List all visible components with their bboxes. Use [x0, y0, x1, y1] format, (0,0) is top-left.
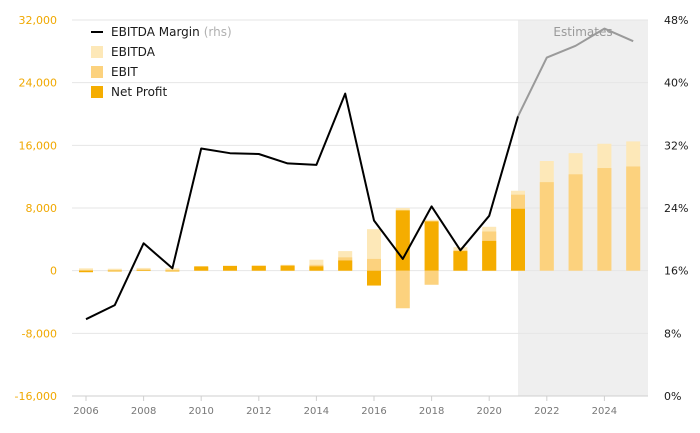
net-profit-bar — [482, 240, 497, 271]
legend-sublabel: (rhs) — [204, 25, 232, 39]
ebit-bar — [367, 258, 381, 271]
right-axis-tick-label: 40% — [664, 77, 688, 90]
ebit-bar — [165, 269, 180, 271]
legend-label-text: Net Profit — [111, 85, 167, 99]
net-profit-bar — [223, 265, 237, 271]
left-axis-tick-label: 16,000 — [19, 139, 58, 152]
x-axis-tick-label: 2022 — [534, 406, 559, 417]
legend-swatch — [91, 86, 103, 98]
estimates-label: Estimates — [553, 25, 612, 39]
x-axis-tick-label: 2024 — [592, 406, 617, 417]
right-axis-tick-label: 32% — [664, 139, 688, 152]
ebitda-bar — [165, 268, 180, 271]
legend-label: EBITDA Margin (rhs) — [111, 25, 232, 39]
left-axis-tick-label: -16,000 — [15, 390, 57, 403]
legend-label: EBIT — [111, 65, 138, 79]
x-axis-tick-label: 2020 — [476, 406, 501, 417]
left-axis-tick-label: 8,000 — [26, 202, 58, 215]
net-profit-bar — [511, 208, 525, 271]
ebit-bar — [626, 166, 641, 271]
net-profit-bar — [395, 210, 410, 271]
ebitda-bar — [107, 268, 122, 271]
x-axis-tick-label: 2006 — [73, 406, 98, 417]
x-axis-tick-label: 2010 — [188, 406, 213, 417]
left-axis-tick-label: -8,000 — [22, 327, 57, 340]
ebit-bar — [424, 270, 439, 285]
net-profit-bar — [251, 265, 266, 271]
left-axis-tick-label: 32,000 — [19, 14, 58, 27]
net-profit-bar — [136, 269, 151, 271]
legend-label: Net Profit — [111, 85, 167, 99]
ebitda-bar — [79, 268, 93, 271]
legend-swatch — [91, 66, 103, 78]
legend-label-text: EBITDA — [111, 45, 156, 59]
ebitda-bar — [136, 267, 151, 271]
legend-label-text: EBITDA Margin — [111, 25, 200, 39]
x-axis-tick-label: 2018 — [419, 406, 444, 417]
net-profit-bar — [338, 260, 353, 271]
legend-swatch — [91, 46, 103, 58]
net-profit-bar — [424, 221, 439, 271]
right-axis-tick-label: 48% — [664, 14, 688, 27]
ebitda-margin-line — [85, 92, 519, 321]
ebit-bar — [568, 174, 583, 271]
net-profit-bar — [309, 266, 324, 271]
ebit-bar — [79, 269, 93, 271]
ebit-bar — [597, 168, 612, 271]
ebit-bar — [539, 182, 554, 271]
x-axis-tick-label: 2012 — [246, 406, 271, 417]
right-axis-tick-label: 8% — [664, 327, 681, 340]
legend-label: EBITDA — [111, 45, 156, 59]
left-axis-tick-label: 0 — [50, 265, 57, 278]
right-axis-tick-label: 16% — [664, 265, 688, 278]
legend-label-text: EBIT — [111, 65, 138, 79]
x-axis-tick-label: 2014 — [304, 406, 329, 417]
ebitda-margin-estimate-line — [517, 27, 634, 117]
right-axis-tick-label: 24% — [664, 202, 688, 215]
ebit-bar — [107, 269, 122, 271]
x-axis-tick-label: 2008 — [131, 406, 156, 417]
net-profit-bar — [165, 270, 180, 272]
ebit-bar — [395, 270, 410, 309]
net-profit-bar — [79, 270, 93, 273]
x-axis-tick-label: 2016 — [361, 406, 386, 417]
net-profit-bar — [280, 265, 295, 271]
left-axis-tick-label: 24,000 — [19, 77, 58, 90]
net-profit-bar — [194, 266, 209, 271]
net-profit-bar — [367, 270, 381, 286]
net-profit-bar — [453, 251, 468, 271]
right-axis-tick-label: 0% — [664, 390, 681, 403]
net-profit-bar — [107, 270, 122, 272]
